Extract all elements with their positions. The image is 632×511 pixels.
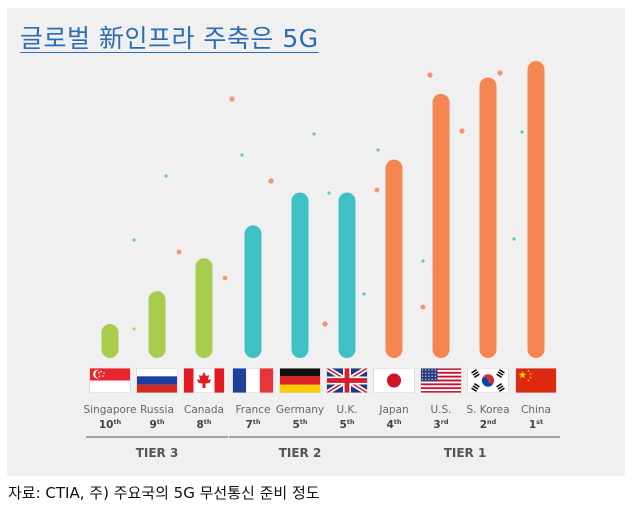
us-flag [420, 368, 462, 393]
country-label-s-korea: S. Korea [466, 404, 509, 416]
uk-flag [326, 368, 368, 393]
decor-dot [420, 304, 426, 310]
decor-dot [132, 238, 136, 242]
south-korea-flag [467, 368, 509, 393]
country-labels: Singapore 10th Russia 9th Canada 8th France 7th… [84, 404, 551, 431]
bar-russia [148, 291, 166, 358]
rank-label-u-k: 5th [339, 418, 354, 431]
country-label-u-s: U.S. [430, 404, 451, 416]
decor-dot [520, 130, 524, 134]
country-label-france: France [236, 404, 271, 416]
bar-china [527, 61, 545, 358]
decor-dot [164, 174, 168, 178]
decor-dot [322, 321, 328, 327]
rank-label-china: 1st [529, 418, 543, 431]
decor-dot [459, 128, 465, 134]
page-title: 글로벌 新인프라 주축은 5G [20, 24, 319, 53]
decor-dot [312, 132, 316, 136]
decor-dot [176, 249, 182, 255]
bar-france [244, 225, 262, 358]
country-label-canada: Canada [184, 404, 224, 416]
rank-label-u-s: 3rd [433, 418, 449, 431]
decorative-dots [132, 70, 524, 331]
decor-dot [512, 237, 516, 241]
rank-label-germany: 5th [292, 418, 307, 431]
rank-label-japan: 4th [386, 418, 401, 431]
tier-label-tier-2: TIER 2 [279, 446, 322, 460]
canada-flag [183, 368, 225, 393]
country-label-japan: Japan [378, 404, 408, 416]
bar-singapore [101, 324, 119, 358]
rank-label-france: 7th [245, 418, 260, 431]
decor-dot [229, 96, 235, 102]
bar-u-k [338, 192, 356, 358]
decor-dot [268, 178, 274, 184]
chart-panel [7, 8, 625, 476]
bar-japan [385, 159, 403, 358]
decor-dot [376, 148, 380, 152]
tier-label-tier-1: TIER 1 [444, 446, 487, 460]
bar-canada [195, 258, 213, 358]
decor-dot [421, 259, 425, 263]
bar-s-korea [479, 77, 497, 358]
russia-flag [136, 368, 178, 393]
decor-dot [497, 70, 503, 76]
bars [101, 61, 545, 358]
tier-groups: TIER 3 TIER 2 TIER 1 [86, 436, 560, 460]
country-label-russia: Russia [140, 404, 174, 416]
flags [89, 368, 557, 393]
france-flag [232, 368, 274, 393]
readiness-chart: Singapore 10th Russia 9th Canada 8th France 7th… [84, 61, 560, 460]
decor-dot [222, 275, 228, 281]
decor-dot [240, 153, 244, 157]
germany-flag [279, 368, 321, 393]
rank-label-canada: 8th [196, 418, 211, 431]
decor-dot [327, 191, 331, 195]
country-label-u-k: U.K. [336, 404, 357, 416]
decor-dot [427, 72, 433, 78]
source-note: 자료: CTIA, 주) 주요국의 5G 무선통신 준비 정도 [8, 484, 320, 502]
rank-label-singapore: 10th [99, 418, 122, 431]
country-label-singapore: Singapore [84, 404, 137, 416]
country-label-china: China [521, 404, 551, 416]
rank-label-russia: 9th [149, 418, 164, 431]
china-flag [515, 368, 557, 393]
japan-flag [373, 368, 415, 393]
rank-label-s-korea: 2nd [480, 418, 497, 431]
country-label-germany: Germany [276, 404, 324, 416]
decor-dot [374, 187, 380, 193]
singapore-flag [89, 368, 131, 393]
bar-u-s [432, 93, 450, 358]
tier-label-tier-3: TIER 3 [136, 446, 179, 460]
decor-dot [132, 327, 136, 331]
bar-germany [291, 192, 309, 358]
decor-dot [362, 292, 366, 296]
